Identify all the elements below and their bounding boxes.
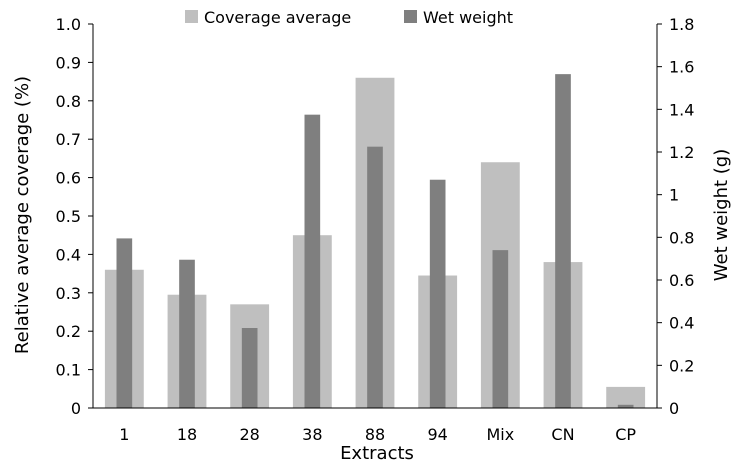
bar-wet-weight-1 — [116, 238, 133, 408]
bar-wet-weight-mix — [492, 250, 509, 408]
y2-tick-label: 1.8 — [669, 15, 694, 34]
x-tick-label: 38 — [302, 425, 322, 444]
x-tick-label: 88 — [365, 425, 385, 444]
bar-wet-weight-28 — [241, 328, 258, 408]
y2-tick-label: 0.2 — [669, 356, 694, 375]
y2-tick-label: 0.6 — [669, 271, 694, 290]
y2-tick-label: 0.8 — [669, 228, 694, 247]
legend-label-coverage: Coverage average — [204, 8, 351, 27]
bar-wet-weight-cp — [617, 404, 634, 408]
x-tick-label: 28 — [239, 425, 259, 444]
y-tick-label: 0.1 — [56, 361, 81, 380]
y-tick-label: 1.0 — [56, 15, 81, 34]
bar-wet-weight-cn — [555, 74, 571, 408]
y2-tick-label: 1.6 — [669, 58, 694, 77]
y-tick-label: 0.6 — [56, 169, 81, 188]
y-tick-label: 0.9 — [56, 53, 81, 72]
legend: Coverage average Wet weight — [185, 8, 513, 27]
bar-wet-weight-88 — [367, 146, 383, 408]
axes: 1 18 28 38 88 94 Mix CN CP 0 0.1 0.2 0.3 0.4 0.5 0.6 0.7… — [56, 15, 695, 444]
bar-wet-weight-94 — [429, 179, 446, 408]
y-tick-label: 0 — [71, 399, 81, 418]
legend-swatch-coverage — [185, 10, 198, 23]
y2-tick-label: 0.4 — [669, 314, 694, 333]
y-tick-label: 0.4 — [56, 245, 81, 264]
y2-tick-label: 1 — [669, 186, 679, 205]
y-tick-label: 0.2 — [56, 322, 81, 341]
legend-label-wet-weight: Wet weight — [423, 8, 513, 27]
x-tick-label: CN — [551, 425, 574, 444]
x-tick-label: 18 — [177, 425, 197, 444]
y-tick-label: 0.5 — [56, 207, 81, 226]
x-axis-title: Extracts — [340, 443, 414, 464]
legend-swatch-wet-weight — [404, 10, 417, 23]
y-tick-label: 0.8 — [56, 92, 81, 111]
bar-wet-weight-18 — [179, 259, 195, 408]
y-axis-title: Relative average coverage (%) — [12, 76, 33, 354]
x-tick-label: 1 — [119, 425, 129, 444]
x-tick-label: CP — [615, 425, 636, 444]
y2-axis-title: Wet weight (g) — [711, 149, 732, 281]
x-tick-label: Mix — [486, 425, 514, 444]
bar-coverage-cp — [606, 386, 646, 408]
x-tick-label: 94 — [427, 425, 447, 444]
bars — [104, 74, 646, 409]
y2-tick-label: 0 — [669, 399, 679, 418]
y2-tick-label: 1.2 — [669, 143, 694, 162]
y2-tick-label: 1.4 — [669, 100, 694, 119]
y-tick-label: 0.7 — [56, 130, 81, 149]
bar-wet-weight-38 — [304, 114, 321, 409]
y-tick-label: 0.3 — [56, 284, 81, 303]
